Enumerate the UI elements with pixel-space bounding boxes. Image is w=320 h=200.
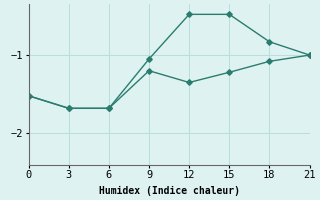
- X-axis label: Humidex (Indice chaleur): Humidex (Indice chaleur): [99, 186, 240, 196]
